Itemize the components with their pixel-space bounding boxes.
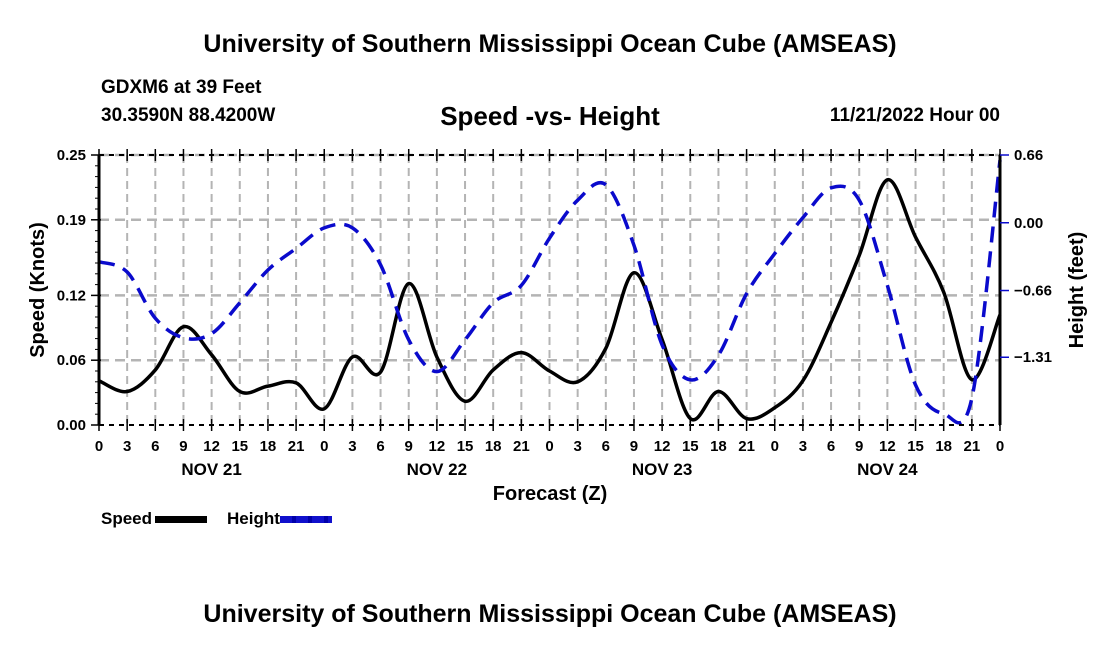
legend-height-label: Height [227, 509, 280, 528]
legend-speed-swatch [155, 515, 208, 523]
x-tick-label: 3 [348, 438, 356, 455]
x-day-label: NOV 22 [407, 460, 467, 479]
x-tick-label: 0 [545, 438, 553, 455]
grid-lines [99, 153, 1000, 425]
main-title: University of Southern Mississippi Ocean… [203, 30, 897, 58]
x-tick-label: 21 [513, 438, 530, 455]
x-day-label: NOV 21 [181, 460, 241, 479]
x-tick-label: 0 [320, 438, 328, 455]
coordinates-label: 30.3590N 88.4200W [101, 105, 276, 126]
legend-speed-label: Speed [101, 509, 153, 528]
y-tick-label: 0.06 [57, 352, 86, 369]
x-tick-label: 0 [996, 438, 1004, 455]
x-tick-label: 6 [827, 438, 835, 455]
x-tick-label: 9 [405, 438, 413, 455]
x-axis-ticks: 0 3 6 9 12 15 18 21 0 3 6 9 12 15 18 21 0 3 6 9 12 15 18 21 0 3 6 9… [95, 149, 1004, 479]
x-tick-label: 15 [457, 438, 474, 455]
run-time-label: 11/21/2022 Hour 00 [829, 105, 1000, 126]
x-tick-label: 12 [429, 438, 446, 455]
x-tick-label: 6 [151, 438, 159, 455]
chart-title: Speed -vs- Height [440, 101, 660, 131]
x-tick-label: 9 [855, 438, 863, 455]
legend: Speed Height [101, 509, 352, 529]
legend-height-swatch [279, 515, 332, 523]
x-tick-label: 18 [485, 438, 502, 455]
y-tick-label: 0.19 [57, 212, 86, 229]
x-tick-label: 18 [935, 438, 952, 455]
x-day-label: NOV 24 [857, 460, 918, 479]
x-day-label: NOV 23 [632, 460, 692, 479]
x-tick-label: 21 [738, 438, 755, 455]
x-tick-label: 9 [179, 438, 187, 455]
x-tick-label: 3 [123, 438, 131, 455]
x-axis-label: Forecast (Z) [493, 483, 607, 505]
x-tick-label: 6 [376, 438, 384, 455]
station-label: GDXM6 at 39 Feet [101, 77, 262, 98]
x-tick-label: 3 [573, 438, 581, 455]
x-tick-label: 15 [682, 438, 699, 455]
y-tick-label: 0.00 [57, 417, 86, 434]
y-tick-label: 0.12 [57, 287, 86, 304]
y2-tick-label: 0.66 [1014, 147, 1043, 164]
x-tick-label: 21 [288, 438, 305, 455]
x-tick-label: 18 [260, 438, 277, 455]
x-tick-label: 15 [907, 438, 924, 455]
x-tick-label: 12 [203, 438, 220, 455]
x-tick-label: 0 [771, 438, 779, 455]
x-tick-label: 6 [602, 438, 610, 455]
footer-title: University of Southern Mississippi Ocean… [203, 600, 897, 628]
y2-tick-label: 0.00 [1014, 215, 1043, 232]
x-tick-label: 21 [964, 438, 981, 455]
y2-tick-label: −0.66 [1014, 283, 1052, 300]
y-axis-ticks: 0.00 0.06 0.12 0.19 0.25 [57, 147, 101, 434]
x-tick-label: 0 [95, 438, 103, 455]
y-axis-label: Speed (Knots) [27, 222, 49, 358]
y-tick-label: 0.25 [57, 147, 86, 164]
x-tick-label: 12 [879, 438, 896, 455]
x-tick-label: 9 [630, 438, 638, 455]
y2-tick-label: −1.31 [1014, 349, 1052, 366]
x-tick-label: 18 [710, 438, 727, 455]
y2-axis-ticks: 0.66 0.00 −0.66 −1.31 [1000, 147, 1052, 366]
y2-axis-label: Height (feet) [1066, 232, 1088, 349]
x-tick-label: 15 [231, 438, 248, 455]
x-tick-label: 12 [654, 438, 671, 455]
x-tick-label: 3 [799, 438, 807, 455]
series-points-height [98, 160, 1001, 414]
